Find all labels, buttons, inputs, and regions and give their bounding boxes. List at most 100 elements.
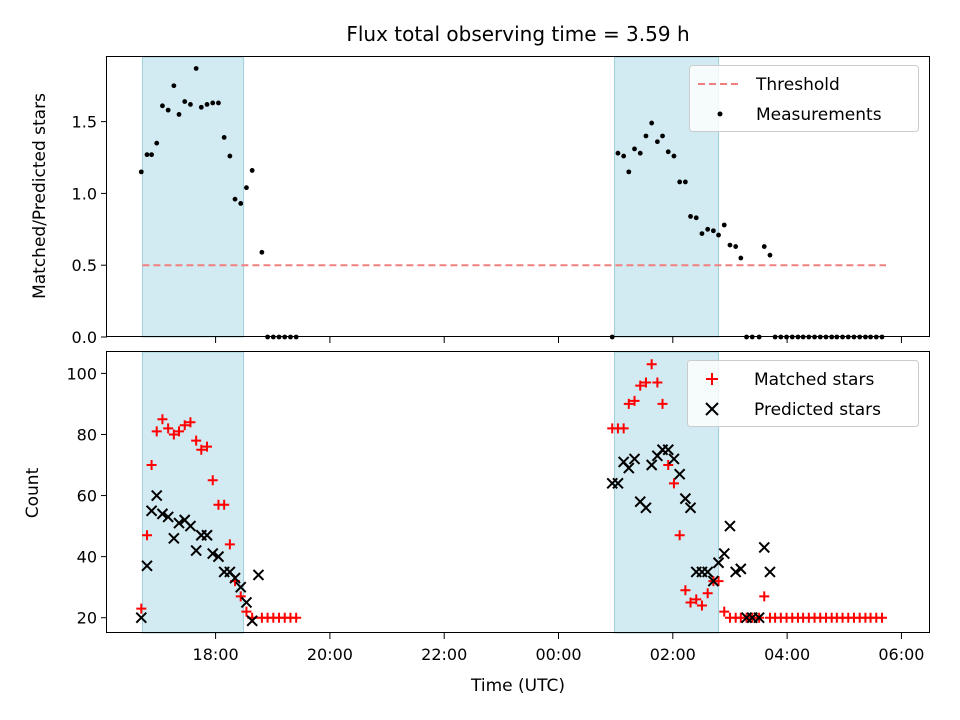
top-shaded-regions: [141, 56, 720, 338]
measurement-point: [615, 150, 621, 156]
measurement-point: [149, 152, 154, 158]
measurement-point: [182, 99, 188, 104]
y-tick-label: 60: [77, 487, 97, 506]
matched-star-point: [163, 423, 174, 434]
matched-star-point: [291, 612, 302, 623]
measurement-point: [198, 104, 204, 110]
predicted-star-point: [753, 612, 765, 624]
matched-star-point: [691, 594, 702, 605]
x-axis-label: Time (UTC): [470, 676, 565, 696]
predicted-star-point: [707, 575, 720, 587]
legend-predicted-label: Predicted stars: [754, 400, 881, 420]
measurement-point: [733, 244, 739, 249]
predicted-star-point: [240, 596, 253, 609]
y-tick-label: 1.0: [72, 184, 97, 203]
x-tick-label: 18:00: [193, 645, 239, 664]
predicted-star-point: [701, 566, 714, 578]
x-tick-label: 06:00: [878, 645, 924, 664]
measurement-point: [710, 228, 716, 234]
matched-star-point: [146, 460, 157, 471]
matched-star-point: [179, 420, 190, 431]
matched-star-point: [157, 414, 168, 425]
predicted-star-point: [673, 468, 686, 480]
matched-star-point: [640, 377, 651, 388]
measurement-point: [626, 169, 632, 175]
matched-star-point: [224, 539, 235, 550]
measurement-point: [671, 153, 677, 159]
legend-matched-label: Matched stars: [754, 370, 874, 390]
predicted-star-point: [173, 517, 185, 529]
measurement-point: [176, 112, 182, 117]
predicted-star-point: [184, 520, 197, 532]
matched-star-point: [652, 377, 663, 388]
y-tick-label: 0.0: [72, 328, 97, 347]
matched-star-point: [668, 478, 679, 489]
measurement-point: [227, 153, 233, 159]
legend-measurements-swatch: [717, 111, 723, 117]
x-tick-label: 00:00: [535, 645, 581, 664]
predicted-star-point: [758, 541, 770, 554]
matched-star-point: [713, 576, 724, 587]
measurement-point: [204, 101, 210, 107]
matched-star-point: [196, 444, 207, 455]
x-tick-label: 20:00: [307, 645, 353, 664]
measurement-point: [721, 222, 727, 228]
matched-star-point: [759, 591, 770, 602]
y-tick-label: 80: [77, 425, 97, 444]
measurement-point: [716, 232, 721, 238]
x-tick-label: 04:00: [764, 645, 810, 664]
top-legend-box: [689, 65, 919, 132]
predicted-star-point: [668, 453, 680, 465]
y-tick-label: 100: [66, 364, 97, 383]
x-tick-label: 22:00: [421, 645, 467, 664]
matched-star-point: [657, 398, 668, 409]
measurement-point: [643, 133, 649, 139]
legend-predicted-swatch: [705, 402, 719, 416]
predicted-star-point: [645, 459, 658, 471]
top-y-ticks: 0.0 0.5 1.0 1.5: [72, 113, 107, 347]
bottom-legend: Matched stars Predicted stars: [687, 360, 919, 427]
predicted-star-point: [662, 444, 674, 456]
matched-star-point: [136, 603, 147, 614]
measurement-point: [693, 215, 699, 221]
measurement-point: [193, 66, 199, 71]
measurement-point: [138, 169, 144, 175]
predicted-star-point: [168, 532, 180, 545]
bottom-y-axis-label: Count: [23, 467, 43, 518]
y-tick-label: 20: [77, 609, 97, 628]
matched-star-point: [191, 435, 202, 446]
predicted-star-point: [229, 572, 241, 584]
matched-star-point: [219, 499, 230, 510]
measurement-point: [738, 255, 744, 261]
predicted-star-point: [729, 566, 742, 578]
matched-star-point: [696, 600, 707, 611]
predicted-star-point: [190, 544, 202, 557]
matched-star-point: [202, 441, 213, 452]
measurement-point: [165, 107, 171, 113]
measurement-point: [221, 135, 227, 140]
predicted-star-point: [712, 557, 725, 569]
matched-star-point: [207, 475, 218, 486]
predicted-star-point: [612, 477, 624, 490]
bottom-y-ticks: 20 40 60 80 100: [66, 364, 107, 628]
predicted-star-point: [151, 489, 163, 502]
measurement-point: [654, 139, 660, 145]
measurement-point: [621, 153, 627, 159]
matched-star-point: [702, 588, 713, 599]
predicted-star-point: [246, 615, 258, 627]
predicted-star-point: [207, 547, 219, 560]
matched-star-point: [719, 606, 730, 617]
matched-star-point: [629, 395, 640, 406]
legend-threshold-label: Threshold: [755, 75, 840, 95]
measurement-point: [761, 244, 767, 249]
shaded-interval-1: [141, 351, 245, 634]
matched-star-point: [174, 426, 185, 437]
measurement-point: [154, 140, 160, 146]
matched-star-point: [635, 380, 646, 391]
predicted-star-point: [684, 502, 697, 514]
top-axes-frame: [106, 56, 930, 337]
top-plot-area: 0.0 0.5 1.0 1.5 Matched/Predicted stars Thr…: [30, 56, 930, 347]
measurement-point: [216, 100, 221, 106]
predicted-star-point: [735, 563, 747, 575]
